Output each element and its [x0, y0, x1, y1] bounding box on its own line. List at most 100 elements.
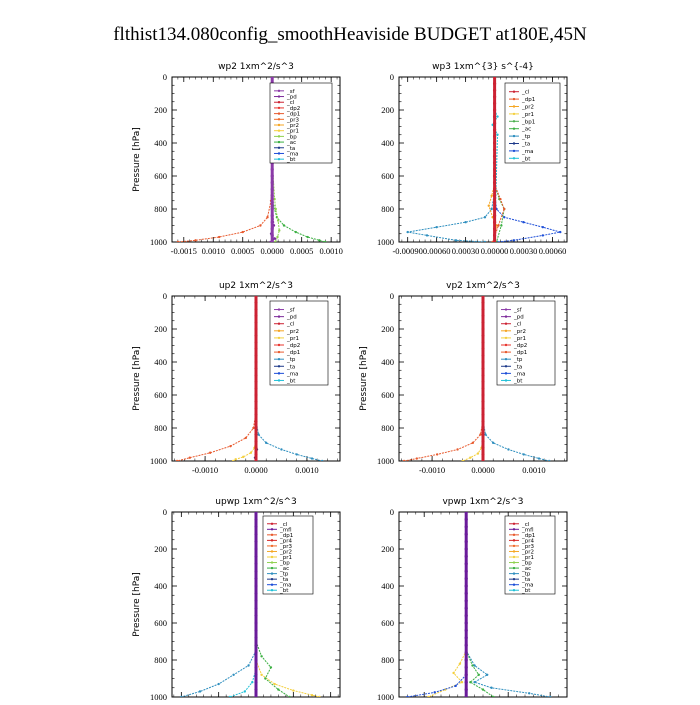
data-point	[288, 695, 291, 697]
legend-box	[496, 300, 556, 386]
data-point	[492, 82, 497, 86]
data-point	[254, 406, 258, 410]
legend-entry: _pr2	[513, 329, 526, 335]
data-point	[464, 569, 468, 573]
data-point	[254, 400, 258, 404]
data-point	[464, 658, 468, 662]
legend: _cl_mfl_dp1_pr4_pr3_pr2_pr1_bp_ac_tp_ta_…	[504, 515, 556, 595]
data-point	[492, 207, 497, 211]
legend-marker	[277, 329, 281, 333]
legend-entry: _mfl	[521, 527, 534, 533]
data-point	[481, 347, 485, 351]
legend-entry: _bt	[521, 588, 531, 594]
x-tick-label: 0.00000	[481, 246, 509, 256]
series-line-ac	[494, 184, 505, 242]
legend-entry: _bt	[286, 378, 296, 384]
panel-6: vpwp 1xm^2/s^302004006008001000-0.000200…	[377, 497, 568, 705]
data-point	[487, 204, 490, 207]
data-point	[259, 224, 262, 227]
series-line-tp	[181, 650, 257, 697]
legend-entry: _ma	[286, 151, 298, 157]
data-point	[266, 216, 269, 219]
data-point	[483, 240, 487, 242]
data-point	[464, 651, 468, 655]
data-point	[270, 77, 274, 79]
y-axis-label: Pressure [hPa]	[132, 346, 142, 411]
legend-entry: _cl	[521, 90, 530, 96]
y-axis-label: Pressure [hPa]	[132, 572, 142, 637]
data-point	[232, 673, 235, 676]
legend-marker	[277, 357, 281, 361]
data-point	[481, 301, 485, 305]
data-point	[464, 547, 468, 551]
legend-marker	[277, 365, 281, 368]
data-point	[260, 655, 263, 658]
data-point	[490, 686, 493, 689]
data-point	[254, 606, 258, 610]
data-point	[522, 453, 525, 456]
data-point	[464, 540, 468, 544]
data-point	[217, 235, 221, 239]
legend-entry: _pd	[286, 95, 297, 101]
data-point	[496, 115, 499, 118]
data-point	[270, 194, 274, 198]
y-tick-label: 400	[381, 138, 394, 148]
legend-marker	[504, 372, 508, 375]
data-point	[241, 230, 244, 234]
data-point	[273, 682, 276, 686]
data-point	[231, 459, 235, 461]
legend-marker	[270, 544, 274, 548]
data-point	[481, 334, 485, 338]
data-point	[270, 233, 274, 237]
legend-entry: _pd	[286, 315, 297, 321]
x-tick-label: 0.0010	[319, 246, 342, 256]
data-point	[270, 181, 274, 185]
data-point	[306, 235, 309, 239]
legend-marker	[277, 146, 281, 149]
data-point	[254, 433, 258, 437]
series-line-tp	[482, 419, 550, 461]
y-tick-label: 600	[381, 390, 394, 400]
legend-entry: _pr1	[286, 336, 299, 342]
legend-entry: _dp2	[286, 106, 300, 112]
y-tick-label: 1000	[150, 692, 167, 700]
data-point	[260, 673, 263, 676]
panel-2: wp3 1xm^{3} s^{-4} 0 200 400 600 800 1000-0.00…	[377, 62, 568, 256]
data-point	[490, 194, 493, 197]
legend-marker	[512, 120, 516, 123]
data-point	[254, 680, 258, 684]
y-tick-label: 400	[381, 581, 394, 591]
data-point	[254, 512, 258, 514]
legend-marker	[512, 105, 516, 108]
data-point	[310, 457, 314, 460]
data-point	[406, 695, 409, 697]
y-tick-label: 600	[154, 171, 167, 181]
legend-marker	[277, 350, 281, 354]
legend-marker	[270, 522, 274, 525]
legend-marker	[270, 577, 274, 581]
panel-title: wp2 1xm^2/s^3	[218, 62, 294, 72]
data-point	[452, 671, 455, 675]
data-point	[425, 234, 429, 237]
data-point	[254, 320, 258, 324]
data-point	[464, 673, 468, 677]
legend-marker	[512, 533, 516, 537]
data-point	[500, 224, 503, 227]
data-point	[254, 459, 258, 461]
legend-marker	[504, 365, 508, 368]
legend-marker	[270, 583, 274, 586]
data-point	[469, 456, 472, 459]
legend-marker	[277, 322, 281, 325]
data-point	[499, 197, 502, 201]
legend-entry: _dp1	[521, 97, 535, 103]
legend-entry: _pd	[513, 315, 524, 321]
data-point	[292, 689, 295, 692]
legend-entry: _pr4	[521, 538, 535, 544]
y-tick-label: 200	[154, 105, 167, 115]
legend-entry: _pr2	[286, 123, 299, 129]
data-point	[492, 115, 497, 119]
y-axis-label: Pressure [hPa]	[359, 346, 369, 411]
x-tick-label: -0.0010	[419, 465, 445, 475]
legend-entry: _tp	[521, 134, 531, 140]
y-tick-label: 400	[154, 581, 167, 591]
